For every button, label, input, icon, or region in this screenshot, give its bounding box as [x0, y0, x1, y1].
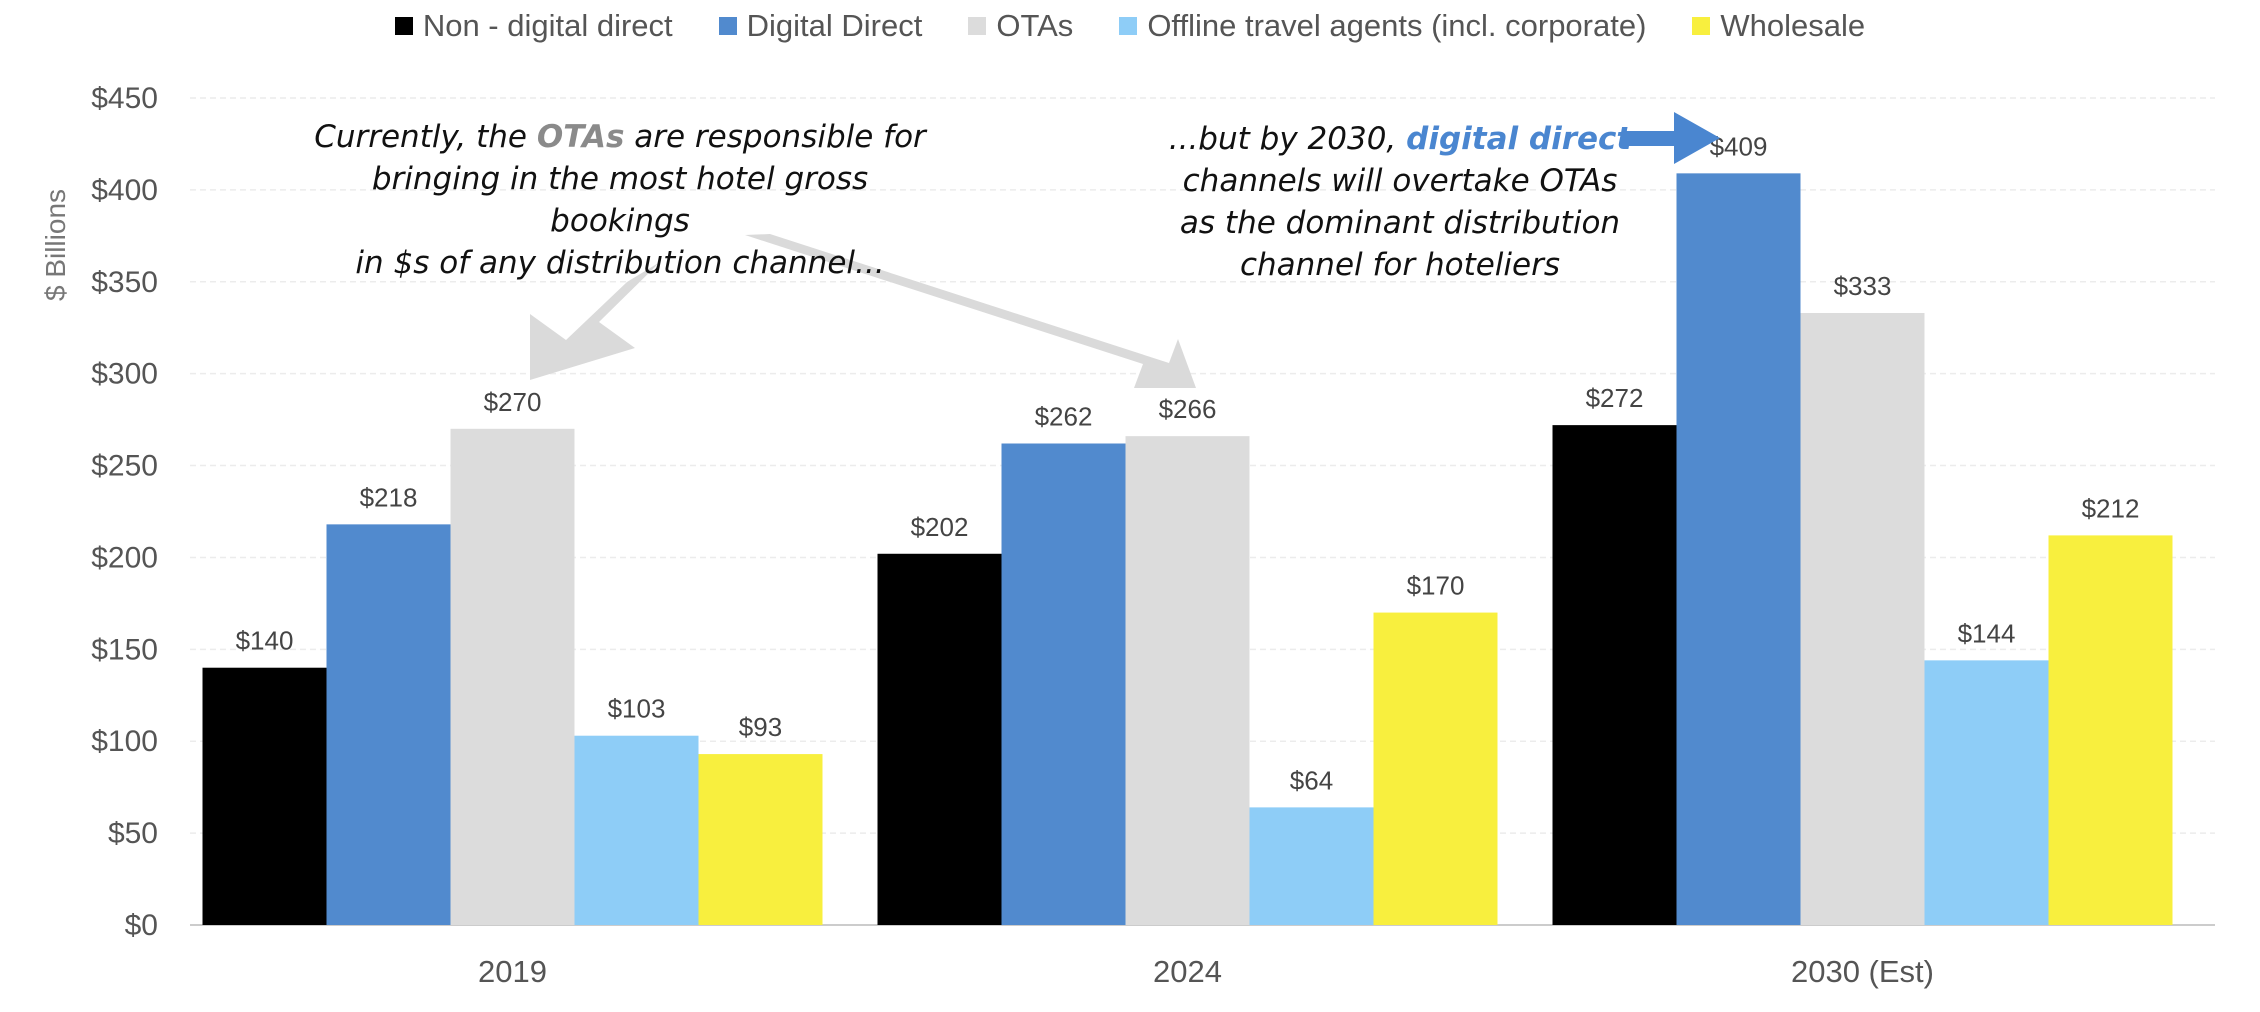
y-tick-label: $450 — [91, 82, 158, 115]
bar — [450, 428, 575, 925]
y-tick-label: $200 — [91, 541, 158, 574]
annotation-right-line1: ...but by 2030, digital direct — [1168, 121, 1632, 157]
y-tick-label: $100 — [91, 725, 158, 758]
y-tick-label: $250 — [91, 450, 158, 483]
y-axis-title: $ Billions — [40, 189, 71, 301]
annotation-left-line1: Currently, the OTAs are responsible for — [314, 119, 926, 155]
bar — [202, 667, 327, 925]
arrows — [530, 112, 1720, 388]
x-tick-label: 2019 — [478, 954, 547, 989]
y-tick-label: $50 — [108, 817, 158, 850]
y-tick-label: $300 — [91, 358, 158, 391]
annotation-left-line3: in $s of any distribution channel... — [355, 245, 885, 281]
legend-label: Wholesale — [1720, 8, 1866, 43]
legend-swatch — [394, 17, 413, 35]
x-axis: 2019 2024 2030 (Est) — [478, 954, 1934, 989]
data-label: $270 — [484, 387, 542, 417]
y-axis: $0 $50 $100 $150 $200 $250 $300 $350 $400 $450 — [91, 82, 158, 942]
bar — [574, 735, 699, 925]
bar — [1001, 443, 1126, 925]
bar — [326, 524, 451, 925]
annotation-right-line2: channels will overtake OTAs — [1182, 163, 1618, 199]
annotation-right-line4: channel for hoteliers — [1239, 247, 1561, 283]
bar — [1125, 436, 1250, 925]
data-label: $170 — [1407, 571, 1465, 601]
annotation-left: Currently, the OTAs are responsible for … — [300, 116, 940, 284]
data-label: $212 — [2082, 493, 2140, 523]
annotation-left-line2: bringing in the most hotel gross booking… — [371, 161, 869, 239]
y-tick-label: $350 — [91, 266, 158, 299]
x-tick-label: 2030 (Est) — [1791, 954, 1934, 989]
data-label: $64 — [1290, 765, 1333, 795]
legend-label: OTAs — [996, 8, 1074, 43]
data-label: $202 — [911, 512, 969, 542]
legend-item: Non - digital direct — [394, 8, 673, 44]
bar — [1676, 173, 1801, 926]
data-label: $272 — [1586, 383, 1644, 413]
legend-item: Wholesale — [1692, 8, 1865, 44]
data-label: $93 — [739, 712, 782, 742]
bar — [1249, 807, 1374, 925]
bars — [202, 173, 2173, 926]
legend-swatch — [968, 17, 987, 35]
data-labels: $140 $218 $270 $103 $93 $202 $262 $266 $64 $170 $2… — [236, 131, 2140, 795]
data-label: $266 — [1159, 394, 1217, 424]
bar — [1800, 313, 1925, 925]
annotation-right: ...but by 2030, digital direct channels … — [1160, 118, 1640, 286]
legend-item: OTAs — [968, 8, 1073, 44]
bar — [1924, 660, 2049, 925]
y-tick-label: $0 — [125, 909, 158, 942]
data-label: $218 — [360, 482, 418, 512]
y-tick-label: $400 — [91, 174, 158, 207]
gray-arrow-2019 — [530, 262, 660, 380]
data-label: $103 — [608, 694, 666, 724]
annotation-right-line3: as the dominant distribution — [1179, 205, 1621, 241]
bar — [1552, 425, 1677, 925]
blue-arrow-2030 — [1624, 112, 1720, 164]
legend-item: Offline travel agents (incl. corporate) — [1119, 8, 1646, 44]
legend-label: Non - digital direct — [422, 8, 673, 43]
legend-item: Digital Direct — [718, 8, 923, 44]
legend-label: Digital Direct — [746, 8, 923, 43]
bar — [2048, 535, 2173, 925]
bar — [877, 553, 1002, 925]
legend-swatch — [718, 17, 737, 35]
bar — [698, 754, 823, 925]
bar — [1373, 612, 1498, 925]
legend-label: Offline travel agents (incl. corporate) — [1147, 8, 1647, 43]
data-label: $140 — [236, 626, 294, 656]
gray-arrow-2024 — [745, 234, 1196, 388]
legend-swatch — [1692, 17, 1711, 35]
legend-swatch — [1119, 17, 1138, 35]
x-tick-label: 2024 — [1153, 954, 1222, 989]
data-label: $262 — [1035, 402, 1093, 432]
data-label: $333 — [1834, 271, 1892, 301]
data-label: $144 — [1958, 618, 2016, 648]
legend: Non - digital direct Digital Direct OTAs Of… — [0, 8, 2260, 44]
data-label: $409 — [1710, 131, 1768, 161]
y-tick-label: $150 — [91, 633, 158, 666]
